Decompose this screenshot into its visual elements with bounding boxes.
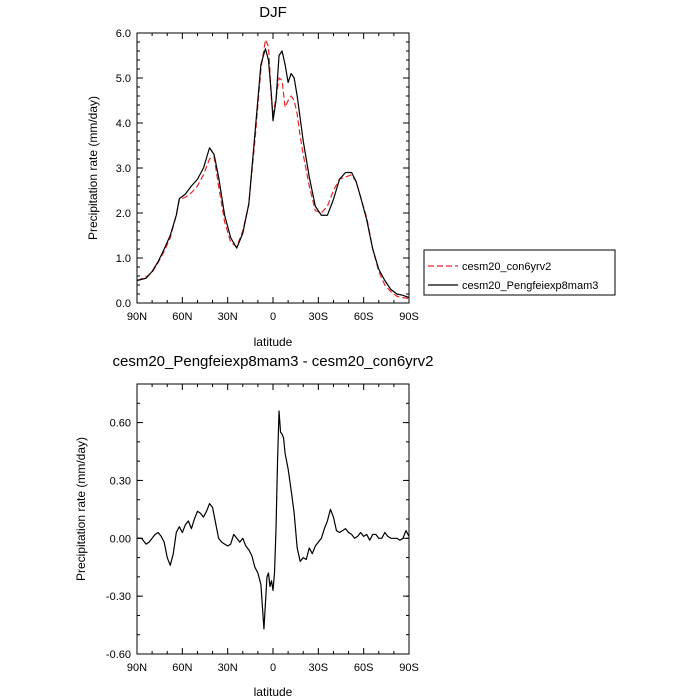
top-panel: DJF Precipitation rate (mm/day) latitude…: [86, 4, 419, 349]
x-tick-label: 90N: [127, 311, 147, 323]
y-tick-label: -0.60: [106, 649, 131, 661]
series-line-cesm20_con6yrv2: [136, 39, 410, 300]
bottom-chart-title: cesm20_Pengfeiexp8mam3 - cesm20_con6yrv2: [113, 353, 434, 370]
y-tick-label: 6.0: [116, 28, 131, 40]
x-tick-label: 90S: [399, 662, 419, 674]
x-tick-label: 0: [270, 662, 276, 674]
bottom-y-axis-label: Precipitation rate (mm/day): [74, 437, 88, 581]
x-tick-label: 30N: [218, 662, 238, 674]
series-line-difference: [137, 410, 410, 630]
y-tick-label: 2.0: [116, 208, 131, 220]
legend-box: [423, 249, 616, 296]
plot-frame: [136, 383, 410, 655]
x-tick-label: 90S: [399, 311, 419, 323]
y-tick-label: 0.0: [116, 298, 131, 310]
x-tick-label: 30S: [309, 662, 329, 674]
x-tick-label: 60S: [354, 311, 374, 323]
plot-frame: [136, 32, 410, 304]
y-tick-label: 3.0: [116, 163, 131, 175]
x-tick-label: 60S: [354, 662, 374, 674]
legend-label-con6yrv2: cesm20_con6yrv2: [462, 261, 551, 273]
y-tick-label: 5.0: [116, 73, 131, 85]
legend-label-pengfeiexp8mam3: cesm20_Pengfeiexp8mam3: [462, 280, 598, 292]
bottom-panel: cesm20_Pengfeiexp8mam3 - cesm20_con6yrv2…: [74, 353, 434, 699]
bottom-x-axis-label: latitude: [254, 685, 293, 699]
y-tick-label: 4.0: [116, 118, 131, 130]
x-tick-label: 90N: [127, 662, 147, 674]
top-chart-title: DJF: [259, 4, 287, 21]
x-tick-label: 0: [270, 311, 276, 323]
y-tick-label: 0.00: [110, 533, 131, 545]
top-x-axis-label: latitude: [254, 335, 293, 349]
x-tick-label: 60N: [172, 311, 192, 323]
series-line-cesm20_Pengfeiexp8mam3: [136, 48, 410, 299]
x-tick-label: 30S: [309, 311, 329, 323]
x-tick-label: 30N: [218, 311, 238, 323]
y-tick-label: 0.60: [110, 418, 131, 430]
top-y-axis-label: Precipitation rate (mm/day): [86, 96, 100, 240]
x-tick-label: 60N: [172, 662, 192, 674]
y-tick-label: -0.30: [106, 591, 131, 603]
y-tick-label: 1.0: [116, 253, 131, 265]
y-tick-label: 0.30: [110, 475, 131, 487]
legend: cesm20_con6yrv2 cesm20_Pengfeiexp8mam3: [423, 249, 616, 296]
